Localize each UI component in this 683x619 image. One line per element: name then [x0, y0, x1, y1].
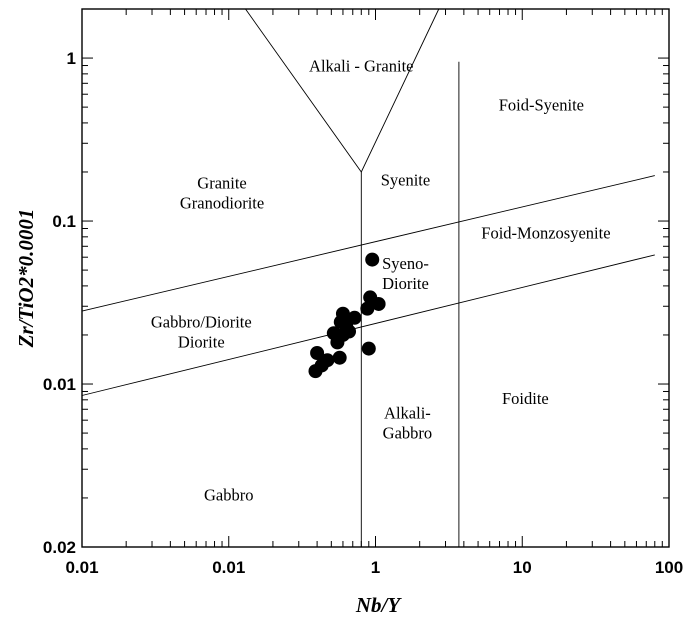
- data-point: [332, 350, 347, 365]
- field-label-line: Granodiorite: [180, 193, 264, 212]
- field-label-line: Gabbro: [383, 424, 432, 443]
- y-tick-label: 0.01: [43, 375, 76, 394]
- field-label-line: Gabbro: [204, 485, 253, 504]
- field-label-line: Diorite: [382, 274, 429, 293]
- field-label-line: Alkali-: [384, 404, 431, 423]
- y-axis-title: Zr/TiO2*0.0001: [14, 209, 38, 349]
- x-tick-label: 100: [655, 558, 683, 577]
- y-tick-label: 0.1: [52, 212, 76, 231]
- field-label: Gabbro: [204, 485, 253, 504]
- x-tick-label: 0.01: [65, 558, 98, 577]
- plot-frame: [81, 8, 670, 548]
- y-tick-label: 1: [67, 49, 76, 68]
- field-label: Syeno-Diorite: [382, 254, 429, 293]
- field-boundaries: [81, 8, 655, 547]
- field-label-line: Gabbro/Diorite: [151, 313, 252, 332]
- data-point: [360, 301, 375, 316]
- field-label: Foidite: [502, 389, 549, 408]
- field-label-line: Diorite: [178, 333, 225, 352]
- field-label-line: Syeno-: [382, 254, 429, 273]
- x-axis-title: Nb/Y: [355, 593, 403, 617]
- data-point: [342, 324, 357, 339]
- data-point: [371, 296, 386, 311]
- field-label: Foid-Syenite: [499, 95, 584, 114]
- field-label-line: Foidite: [502, 389, 549, 408]
- data-points: [308, 252, 386, 379]
- field-label-line: Syenite: [381, 170, 431, 189]
- field-label: Alkali-Gabbro: [383, 404, 432, 443]
- field-label-line: Alkali - Granite: [309, 57, 413, 76]
- field-label-line: Granite: [197, 173, 246, 192]
- data-point: [347, 310, 362, 325]
- field-label: Syenite: [381, 170, 431, 189]
- data-point: [320, 353, 335, 368]
- y-tick-label: 0.02: [43, 538, 76, 557]
- boundary-line-1: [245, 8, 440, 173]
- field-label-line: Foid-Monzosyenite: [481, 224, 610, 243]
- data-point: [365, 252, 380, 267]
- field-label-line: Foid-Syenite: [499, 95, 584, 114]
- field-label: Granite Granodiorite: [180, 173, 264, 212]
- data-point: [361, 341, 376, 356]
- x-tick-label: 10: [513, 558, 532, 577]
- x-tick-label: 0.01: [212, 558, 245, 577]
- data-point: [335, 306, 350, 321]
- field-label: Gabbro/Diorite Diorite: [151, 313, 252, 352]
- field-labels: Alkali - Granite Foid-Syenite Granite Grano…: [151, 57, 611, 505]
- field-label: Foid-Monzosyenite: [481, 224, 610, 243]
- x-tick-label: 1: [371, 558, 380, 577]
- boundary-line-5: [81, 254, 655, 396]
- boundary-line-4: [81, 175, 655, 312]
- field-label: Alkali - Granite: [309, 57, 413, 76]
- data-point: [310, 346, 325, 361]
